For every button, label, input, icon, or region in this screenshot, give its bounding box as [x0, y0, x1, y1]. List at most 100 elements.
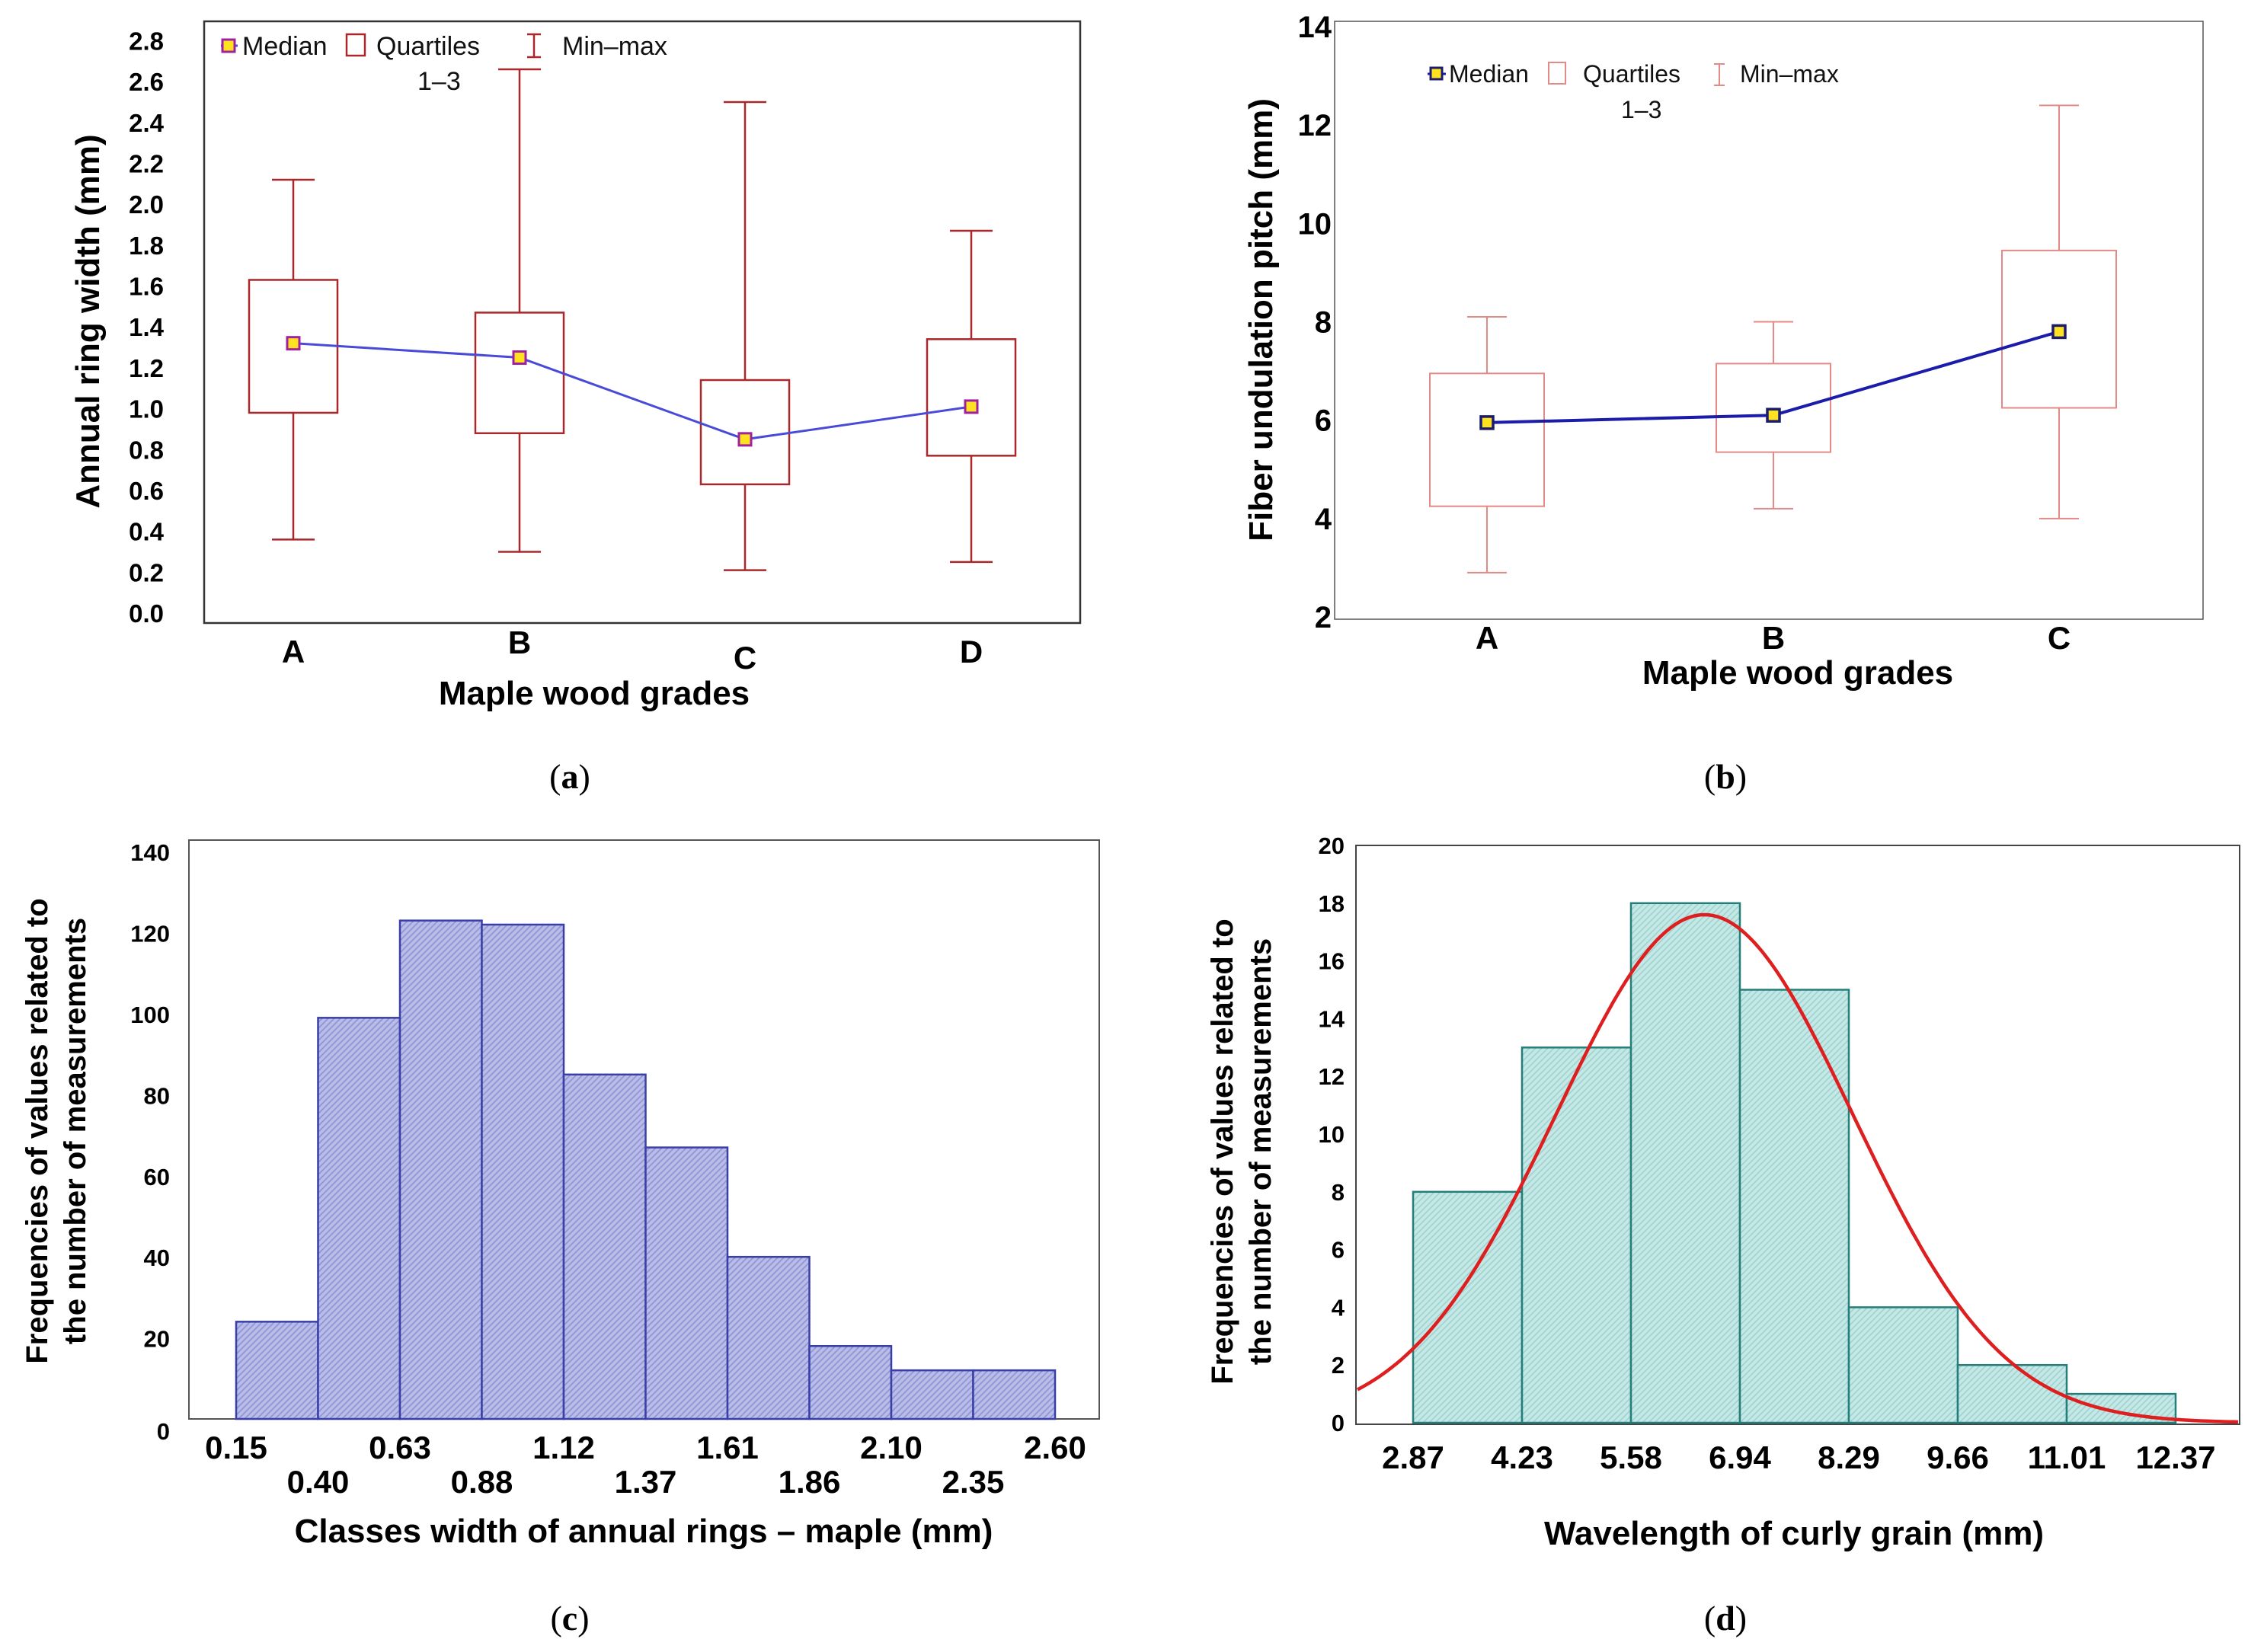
- y-tick-labels-a: 0.0 0.2 0.4 0.6 0.8 1.0 1.2 1.4 1.6 1.8 2.0 2.2 2.4 2…: [129, 27, 165, 628]
- x-axis-label-c: Classes width of annual rings – maple (m…: [295, 1513, 993, 1550]
- x-tick-label: A: [282, 634, 305, 669]
- normal-fit-curve: [1356, 912, 2239, 1424]
- y-tick-label: 14: [1298, 11, 1332, 44]
- x-tick-label: 1.61: [696, 1430, 759, 1465]
- caption-a: (a): [549, 757, 590, 796]
- x-tick-labels-b: A B C: [1476, 620, 2071, 656]
- histogram-bar: [1847, 1306, 1959, 1424]
- y-axis-label-d-line2: the number of measurements: [1244, 938, 1277, 1365]
- y-tick-label: 0.6: [129, 477, 164, 505]
- y-tick-label: 20: [144, 1326, 170, 1353]
- histogram-bar: [808, 1344, 893, 1420]
- y-tick-label: 1.6: [129, 273, 164, 301]
- caption-d: (d): [1704, 1599, 1747, 1638]
- y-tick-label: 1.4: [129, 313, 165, 341]
- y-tick-labels-c: 0 20 40 60 80 100 120 140: [130, 839, 170, 1445]
- legend-minmax-a: Min–max: [562, 32, 667, 61]
- chart-panel-a: 0.0 0.2 0.4 0.6 0.8 1.0 1.2 1.4 1.6 1.8 2.0 2.2 2.4 2…: [69, 20, 1082, 796]
- x-tick-labels-c: 0.15 0.63 1.12 1.61 2.10 2.60 0.40 0.88 1.37 1.86…: [205, 1430, 1086, 1500]
- caption-b: (b): [1704, 757, 1747, 796]
- histogram-bar: [235, 1321, 319, 1420]
- y-tick-label: 0: [157, 1418, 170, 1445]
- caption-c: (c): [550, 1599, 589, 1638]
- y-tick-label: 2.0: [129, 190, 164, 219]
- x-axis-label-b: Maple wood grades: [1642, 654, 1953, 692]
- y-tick-label: 0.2: [129, 558, 164, 586]
- y-tick-label: 2.8: [129, 27, 164, 55]
- x-tick-label: 6.94: [1709, 1440, 1771, 1475]
- x-axis-label-a: Maple wood grades: [439, 675, 750, 712]
- histogram-bar: [972, 1369, 1057, 1420]
- y-tick-label: 0.8: [129, 436, 164, 464]
- y-axis-label-c-line1: Frequencies of values related to: [21, 898, 54, 1363]
- y-tick-label: 20: [1319, 832, 1345, 859]
- x-tick-label: 8.29: [1818, 1440, 1880, 1475]
- median-line: [293, 342, 972, 441]
- y-tick-label: 12: [1319, 1063, 1345, 1090]
- x-tick-label: 2.10: [860, 1430, 923, 1465]
- y-tick-labels-d: 0 2 4 6 8 10 12 14 16 18 20: [1319, 832, 1345, 1436]
- y-tick-label: 16: [1319, 948, 1345, 975]
- box-A: [248, 178, 339, 541]
- x-tick-label: C: [734, 640, 756, 676]
- x-tick-label: B: [1762, 620, 1785, 656]
- y-tick-label: 6: [1332, 1237, 1345, 1264]
- caption-letter-b: b: [1716, 757, 1735, 796]
- y-axis-label-b: Fiber undulation pitch (mm): [1242, 98, 1280, 542]
- median-marker: [737, 432, 753, 447]
- box-plots-b: [1429, 104, 2117, 574]
- legend-quartiles-a: Quartiles: [376, 32, 480, 61]
- y-tick-label: 100: [130, 1002, 170, 1028]
- minmax-icon: [1714, 63, 1725, 86]
- x-tick-label: B: [508, 625, 531, 660]
- x-tick-label: 2.87: [1382, 1440, 1444, 1475]
- legend-quartiles-sub-a: 1–3: [417, 67, 461, 96]
- legend-median-b: Median: [1449, 60, 1529, 88]
- plot-frame-d: [1355, 845, 2240, 1425]
- median-marker: [2051, 324, 2067, 340]
- median-marker: [1479, 415, 1495, 430]
- histogram-bars-d: [1412, 902, 2177, 1424]
- y-tick-label: 2.4: [129, 109, 165, 137]
- histogram-bar: [1412, 1190, 1524, 1424]
- x-tick-label: 0.88: [451, 1464, 513, 1500]
- x-tick-label: 4.23: [1491, 1440, 1553, 1475]
- y-tick-label: 10: [1298, 207, 1332, 241]
- chart-panel-d: 0 2 4 6 8 10 12 14 16 18 20 2.87 4.23 5.58 6.94 8.29 9.…: [1206, 832, 2240, 1638]
- chart-panel-b: 2 4 6 8 10 12 14 A B C Median Quartiles 1–3 Min–…: [1242, 11, 2204, 796]
- histogram-bar: [644, 1146, 729, 1420]
- legend-median-a: Median: [242, 32, 328, 61]
- y-tick-label: 0.0: [129, 599, 164, 628]
- x-tick-label: D: [960, 634, 983, 669]
- y-tick-label: 2: [1315, 601, 1332, 634]
- x-axis-label-d: Wavelength of curly grain (mm): [1544, 1515, 2044, 1552]
- x-tick-label: 12.37: [2135, 1440, 2215, 1475]
- box-plots-a: [248, 68, 1017, 571]
- histogram-bar: [1629, 902, 1741, 1424]
- legend-b: Median Quartiles 1–3 Min–max: [1428, 60, 1839, 123]
- y-tick-label: 1.2: [129, 354, 164, 382]
- y-tick-label: 18: [1319, 890, 1345, 917]
- x-tick-label: 1.86: [779, 1464, 841, 1500]
- histogram-bar: [481, 923, 565, 1420]
- x-tick-label: 0.40: [287, 1464, 350, 1500]
- histogram-bar: [1956, 1363, 2068, 1424]
- box-C: [699, 101, 791, 571]
- histogram-bar: [1738, 989, 1850, 1424]
- y-tick-label: 1.0: [129, 395, 164, 423]
- legend-minmax-b: Min–max: [1740, 60, 1839, 88]
- quartile-box: [1429, 372, 1545, 507]
- y-tick-label: 2.6: [129, 68, 164, 96]
- x-tick-label: 0.15: [205, 1430, 267, 1465]
- median-marker: [964, 399, 979, 414]
- y-tick-label: 140: [130, 839, 170, 866]
- y-tick-label: 2.2: [129, 149, 164, 177]
- x-tick-label: 2.35: [942, 1464, 1005, 1500]
- plot-frame-b: [1334, 21, 2204, 620]
- x-tick-labels-a: A B C D: [282, 625, 983, 676]
- histogram-bar: [1521, 1046, 1632, 1424]
- x-tick-label: 2.60: [1024, 1430, 1086, 1465]
- x-tick-label: 11.01: [2028, 1440, 2106, 1475]
- box-D: [926, 229, 1017, 564]
- x-tick-labels-d: 2.87 4.23 5.58 6.94 8.29 9.66 11.01 12.37: [1382, 1440, 2215, 1475]
